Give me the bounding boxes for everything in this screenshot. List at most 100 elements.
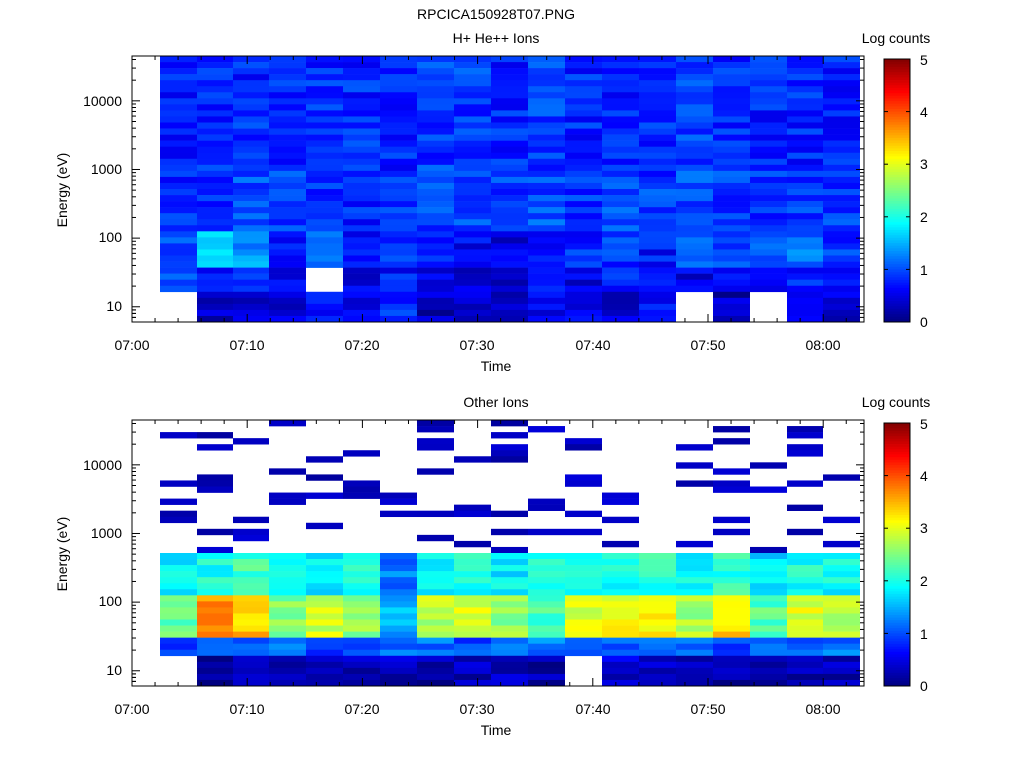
heatmap-cell [787, 158, 823, 166]
heatmap-cell [160, 432, 197, 439]
heatmap-cell [491, 122, 528, 129]
heatmap-cell [269, 279, 306, 287]
heatmap-cell [160, 613, 197, 620]
heatmap-cell [528, 643, 565, 651]
heatmap-cell [639, 158, 676, 166]
colorbar-segment [884, 106, 910, 110]
heatmap-cell [417, 74, 454, 81]
colorbar-tick-label: 4 [920, 468, 928, 484]
heatmap-cell [197, 631, 233, 638]
heatmap-cell [269, 285, 306, 293]
colorbar-segment [884, 436, 910, 440]
heatmap-cell [713, 595, 750, 602]
heatmap-cell [197, 625, 233, 632]
heatmap-cell [565, 480, 602, 487]
colorbar-segment [884, 423, 910, 427]
heatmap-cell [639, 116, 676, 123]
colorbar-segment [884, 522, 910, 526]
heatmap-cell [343, 225, 380, 232]
heatmap-cell [343, 243, 380, 250]
heatmap-cell [528, 243, 565, 250]
heatmap-cell [750, 637, 787, 644]
heatmap-cell [306, 92, 343, 99]
heatmap-cell [343, 195, 380, 202]
heatmap-cell [602, 619, 639, 626]
heatmap-cell [417, 637, 454, 644]
colorbar-segment [884, 229, 910, 233]
heatmap-cell [676, 122, 713, 129]
heatmap-cell [160, 219, 197, 226]
heatmap-cell [787, 237, 823, 244]
heatmap-cell [676, 158, 713, 166]
heatmap-cell [676, 170, 713, 178]
heatmap-cell [491, 243, 528, 250]
heatmap-cell [454, 619, 491, 626]
heatmap-cell [787, 116, 823, 123]
heatmap-cell [639, 625, 676, 632]
heatmap-cell [602, 607, 639, 614]
heatmap-cell [197, 249, 233, 256]
heatmap-cell [233, 146, 269, 154]
heatmap-cell [565, 649, 602, 657]
heatmap-cell [639, 80, 676, 87]
heatmap-cell [491, 607, 528, 614]
heatmap-cell [269, 189, 306, 196]
colorbar-segment [884, 119, 910, 123]
heatmap-cell [306, 315, 343, 323]
heatmap-cell [602, 255, 639, 262]
heatmap-cell [306, 207, 343, 214]
heatmap-cell [823, 625, 860, 632]
heatmap-cell [787, 655, 823, 663]
heatmap-cell [602, 92, 639, 99]
heatmap-cell [787, 110, 823, 117]
heatmap-cell [713, 92, 750, 99]
heatmap-cell [269, 176, 306, 184]
heatmap-cell [454, 309, 491, 317]
heatmap-cell [269, 243, 306, 250]
colorbar-segment [884, 211, 910, 215]
heatmap-cell [417, 98, 454, 105]
colorbar-segment [884, 277, 910, 281]
heatmap-cell [233, 553, 269, 560]
heatmap-cell [528, 607, 565, 614]
heatmap-cell [787, 607, 823, 614]
heatmap-cell [491, 571, 528, 578]
heatmap-cell [787, 122, 823, 129]
heatmap-cell [823, 613, 860, 620]
heatmap-cell [713, 571, 750, 578]
heatmap-cell [380, 315, 417, 323]
x-tick-label: 08:00 [805, 337, 840, 353]
heatmap-cell [343, 86, 380, 93]
heatmap-cell [454, 128, 491, 135]
heatmap-cell [713, 637, 750, 644]
heatmap-cell [306, 110, 343, 117]
heatmap-cell [306, 661, 343, 669]
heatmap-cell [233, 74, 269, 81]
heatmap-cell [823, 553, 860, 560]
colorbar-segment [884, 670, 910, 674]
heatmap-cell [417, 510, 454, 518]
heatmap-cell [197, 267, 233, 274]
heatmap-cell [491, 546, 528, 554]
heatmap-cell [602, 164, 639, 172]
heatmap-cell [787, 649, 823, 657]
y-axis-label: Energy (eV) [54, 153, 70, 228]
heatmap-cell [380, 225, 417, 232]
heatmap-cell [823, 673, 860, 681]
heatmap-cell [343, 291, 380, 299]
heatmap-cell [676, 667, 713, 675]
heatmap-cell [713, 98, 750, 105]
heatmap-cell [306, 201, 343, 208]
heatmap-cell [823, 261, 860, 268]
heatmap-cell [713, 122, 750, 129]
heatmap-cell [528, 80, 565, 87]
heatmap-cell [639, 297, 676, 305]
heatmap-cell [491, 176, 528, 184]
heatmap-cell [380, 297, 417, 305]
heatmap-cell [787, 631, 823, 638]
heatmap-cell [197, 303, 233, 311]
heatmap-cell [454, 553, 491, 560]
heatmap-cell [269, 140, 306, 147]
heatmap-cell [750, 285, 787, 293]
heatmap-cell [197, 255, 233, 262]
